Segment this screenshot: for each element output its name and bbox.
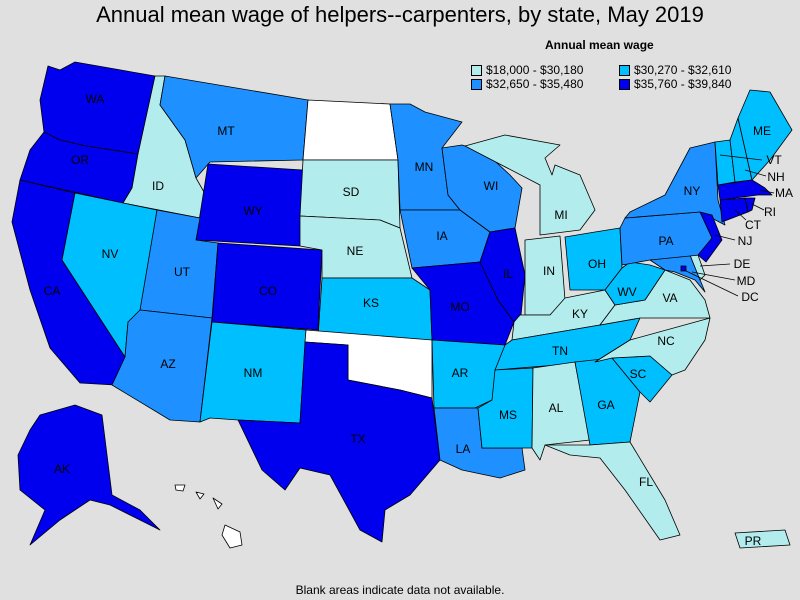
leader-DE: [699, 263, 731, 267]
leader-CT: [734, 209, 747, 221]
label-NJ: NJ: [738, 234, 753, 248]
state-NJ[interactable]: [697, 211, 723, 263]
state-RI[interactable]: [744, 197, 756, 213]
legend-title: Annual mean wage: [545, 38, 654, 52]
label-MO: MO: [450, 300, 469, 314]
state-NC[interactable]: [594, 317, 711, 376]
leader-MD: [691, 271, 736, 281]
label-OR: OR: [71, 153, 89, 167]
label-KS: KS: [363, 296, 379, 310]
label-SD: SD: [343, 185, 360, 199]
label-AZ: AZ: [160, 357, 175, 371]
label-WI: WI: [484, 179, 499, 193]
leader-NH: [744, 169, 767, 177]
state-TN[interactable]: [494, 317, 641, 371]
label-DE: DE: [734, 257, 751, 271]
label-TX: TX: [350, 432, 365, 446]
label-ME: ME: [753, 124, 771, 138]
label-PR: PR: [745, 534, 762, 548]
label-MN: MN: [415, 160, 434, 174]
label-VA: VA: [662, 291, 677, 305]
label-NV: NV: [102, 247, 119, 261]
label-CA: CA: [44, 284, 61, 298]
label-VT: VT: [766, 153, 782, 167]
label-ID: ID: [152, 179, 164, 193]
legend-label-tier3: $32,650 - $35,480: [486, 77, 584, 91]
label-IL: IL: [503, 267, 513, 281]
label-TN: TN: [552, 344, 568, 358]
state-MI[interactable]: [464, 134, 596, 236]
state-CO[interactable]: [211, 242, 323, 331]
leader-MA: [759, 189, 775, 194]
label-AK: AK: [54, 462, 70, 476]
label-LA: LA: [456, 442, 471, 456]
label-OH: OH: [588, 257, 606, 271]
legend-label-tier2: $30,270 - $32,610: [634, 63, 732, 77]
map-title: Annual mean wage of helpers--carpenters,…: [96, 2, 704, 27]
leader-NJ: [714, 234, 736, 241]
label-CO: CO: [259, 284, 277, 298]
leader-VT: [719, 154, 763, 161]
legend-swatch-tier1: [471, 64, 482, 76]
legend-swatch-tier3: [471, 78, 482, 90]
label-NE: NE: [347, 244, 364, 258]
state-PR[interactable]: [734, 529, 791, 549]
label-KY: KY: [572, 307, 588, 321]
legend-item-tier3: $32,650 - $35,480: [471, 77, 583, 91]
label-WY: WY: [243, 204, 262, 218]
legend-item-tier4: $35,760 - $39,840: [619, 77, 731, 91]
label-DC: DC: [741, 290, 759, 304]
legend-item-tier1: $18,000 - $30,180: [471, 63, 583, 77]
state-ND[interactable]: [302, 99, 399, 161]
footnote: Blank areas indicate data not available.: [295, 583, 505, 597]
leader-RI: [751, 203, 765, 211]
state-NY[interactable]: [624, 141, 726, 226]
label-CT: CT: [745, 218, 762, 232]
label-MI: MI: [554, 208, 567, 222]
label-MA: MA: [775, 186, 793, 200]
leader-DC: [683, 269, 739, 297]
label-UT: UT: [174, 265, 191, 279]
label-WA: WA: [86, 92, 105, 106]
label-MS: MS: [499, 408, 517, 422]
legend-swatch-tier4: [619, 78, 630, 90]
state-FL[interactable]: [544, 441, 681, 541]
legend-item-tier2: $30,270 - $32,610: [619, 63, 731, 77]
legend-swatch-tier2: [619, 64, 630, 76]
label-NC: NC: [657, 334, 675, 348]
state-AR[interactable]: [431, 339, 506, 409]
label-PA: PA: [658, 234, 673, 248]
label-NH: NH: [767, 170, 784, 184]
label-WV: WV: [617, 285, 636, 299]
label-NM: NM: [244, 366, 263, 380]
state-AK[interactable]: [17, 404, 161, 546]
legend-label-tier4: $35,760 - $39,840: [634, 77, 732, 91]
state-TX[interactable]: [237, 341, 441, 543]
label-FL: FL: [639, 475, 653, 489]
label-SC: SC: [630, 367, 647, 381]
label-MT: MT: [217, 124, 235, 138]
label-AL: AL: [549, 401, 564, 415]
label-NY: NY: [684, 184, 701, 198]
state-WV[interactable]: [604, 261, 666, 306]
label-AR: AR: [452, 366, 469, 380]
state-HI[interactable]: [174, 484, 243, 549]
label-GA: GA: [597, 398, 614, 412]
label-IN: IN: [543, 264, 555, 278]
label-RI: RI: [764, 205, 776, 219]
legend-label-tier1: $18,000 - $30,180: [486, 63, 584, 77]
label-IA: IA: [436, 229, 447, 243]
label-MD: MD: [737, 274, 756, 288]
